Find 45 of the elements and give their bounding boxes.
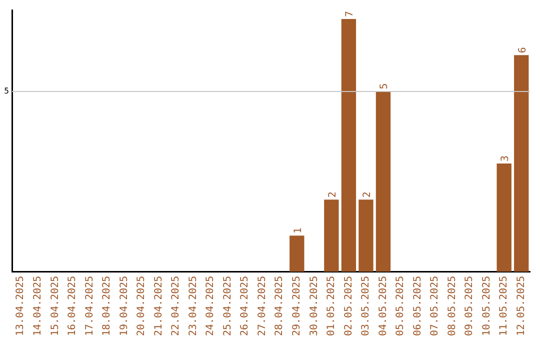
x-tick-label: 13.04.2025 bbox=[15, 276, 26, 336]
x-tick-label: 12.05.2025 bbox=[516, 276, 527, 336]
x-tick-label: 11.05.2025 bbox=[498, 276, 510, 336]
bar bbox=[496, 163, 512, 272]
x-tick-label: 08.05.2025 bbox=[446, 276, 458, 336]
x-tick-label: 03.05.2025 bbox=[360, 276, 372, 336]
data-label: 2 bbox=[327, 192, 338, 198]
x-tick-label: 22.04.2025 bbox=[170, 276, 182, 336]
x-tick-label: 18.04.2025 bbox=[102, 276, 113, 336]
bar bbox=[514, 55, 529, 272]
data-label: 7 bbox=[344, 10, 356, 18]
x-tick-label: 20.04.2025 bbox=[136, 276, 148, 336]
x-tick-label: 19.04.2025 bbox=[118, 276, 130, 336]
x-tick-label: 28.04.2025 bbox=[274, 276, 286, 336]
data-label: 3 bbox=[500, 155, 512, 162]
x-tick-label: 17.04.2025 bbox=[84, 276, 96, 336]
bar bbox=[290, 236, 304, 272]
x-tick-label: 07.05.2025 bbox=[430, 276, 441, 336]
x-tick-label: 29.04.2025 bbox=[291, 276, 302, 336]
x-tick-label: 23.04.2025 bbox=[188, 276, 199, 336]
x-tick-label: 09.05.2025 bbox=[464, 276, 476, 336]
x-tick-label: 30.04.2025 bbox=[308, 276, 320, 336]
ref-line-label: 5 bbox=[4, 86, 10, 96]
data-label: 2 bbox=[362, 192, 373, 198]
x-tick-label: 04.05.2025 bbox=[378, 276, 389, 336]
data-label: 6 bbox=[517, 47, 528, 54]
x-tick-label: 15.04.2025 bbox=[50, 276, 61, 336]
x-tick-label: 02.05.2025 bbox=[343, 276, 354, 336]
data-label: 5 bbox=[379, 83, 390, 90]
x-tick-label: 06.05.2025 bbox=[412, 276, 424, 336]
x-tick-label: 26.04.2025 bbox=[240, 276, 251, 336]
x-tick-label: 24.04.2025 bbox=[205, 276, 216, 336]
bar bbox=[324, 200, 339, 272]
bar bbox=[358, 200, 374, 272]
x-tick-label: 01.05.2025 bbox=[326, 276, 338, 336]
x-tick-label: 14.04.2025 bbox=[32, 276, 44, 336]
data-label: 1 bbox=[292, 228, 304, 234]
bar bbox=[376, 91, 391, 272]
x-tick-label: 16.04.2025 bbox=[67, 276, 78, 336]
x-tick-label: 21.04.2025 bbox=[153, 276, 164, 336]
x-tick-label: 05.05.2025 bbox=[395, 276, 406, 336]
x-tick-label: 10.05.2025 bbox=[481, 276, 492, 336]
bar bbox=[341, 19, 356, 272]
x-tick-label: 25.04.2025 bbox=[222, 276, 234, 336]
x-tick-label: 27.04.2025 bbox=[256, 276, 268, 336]
